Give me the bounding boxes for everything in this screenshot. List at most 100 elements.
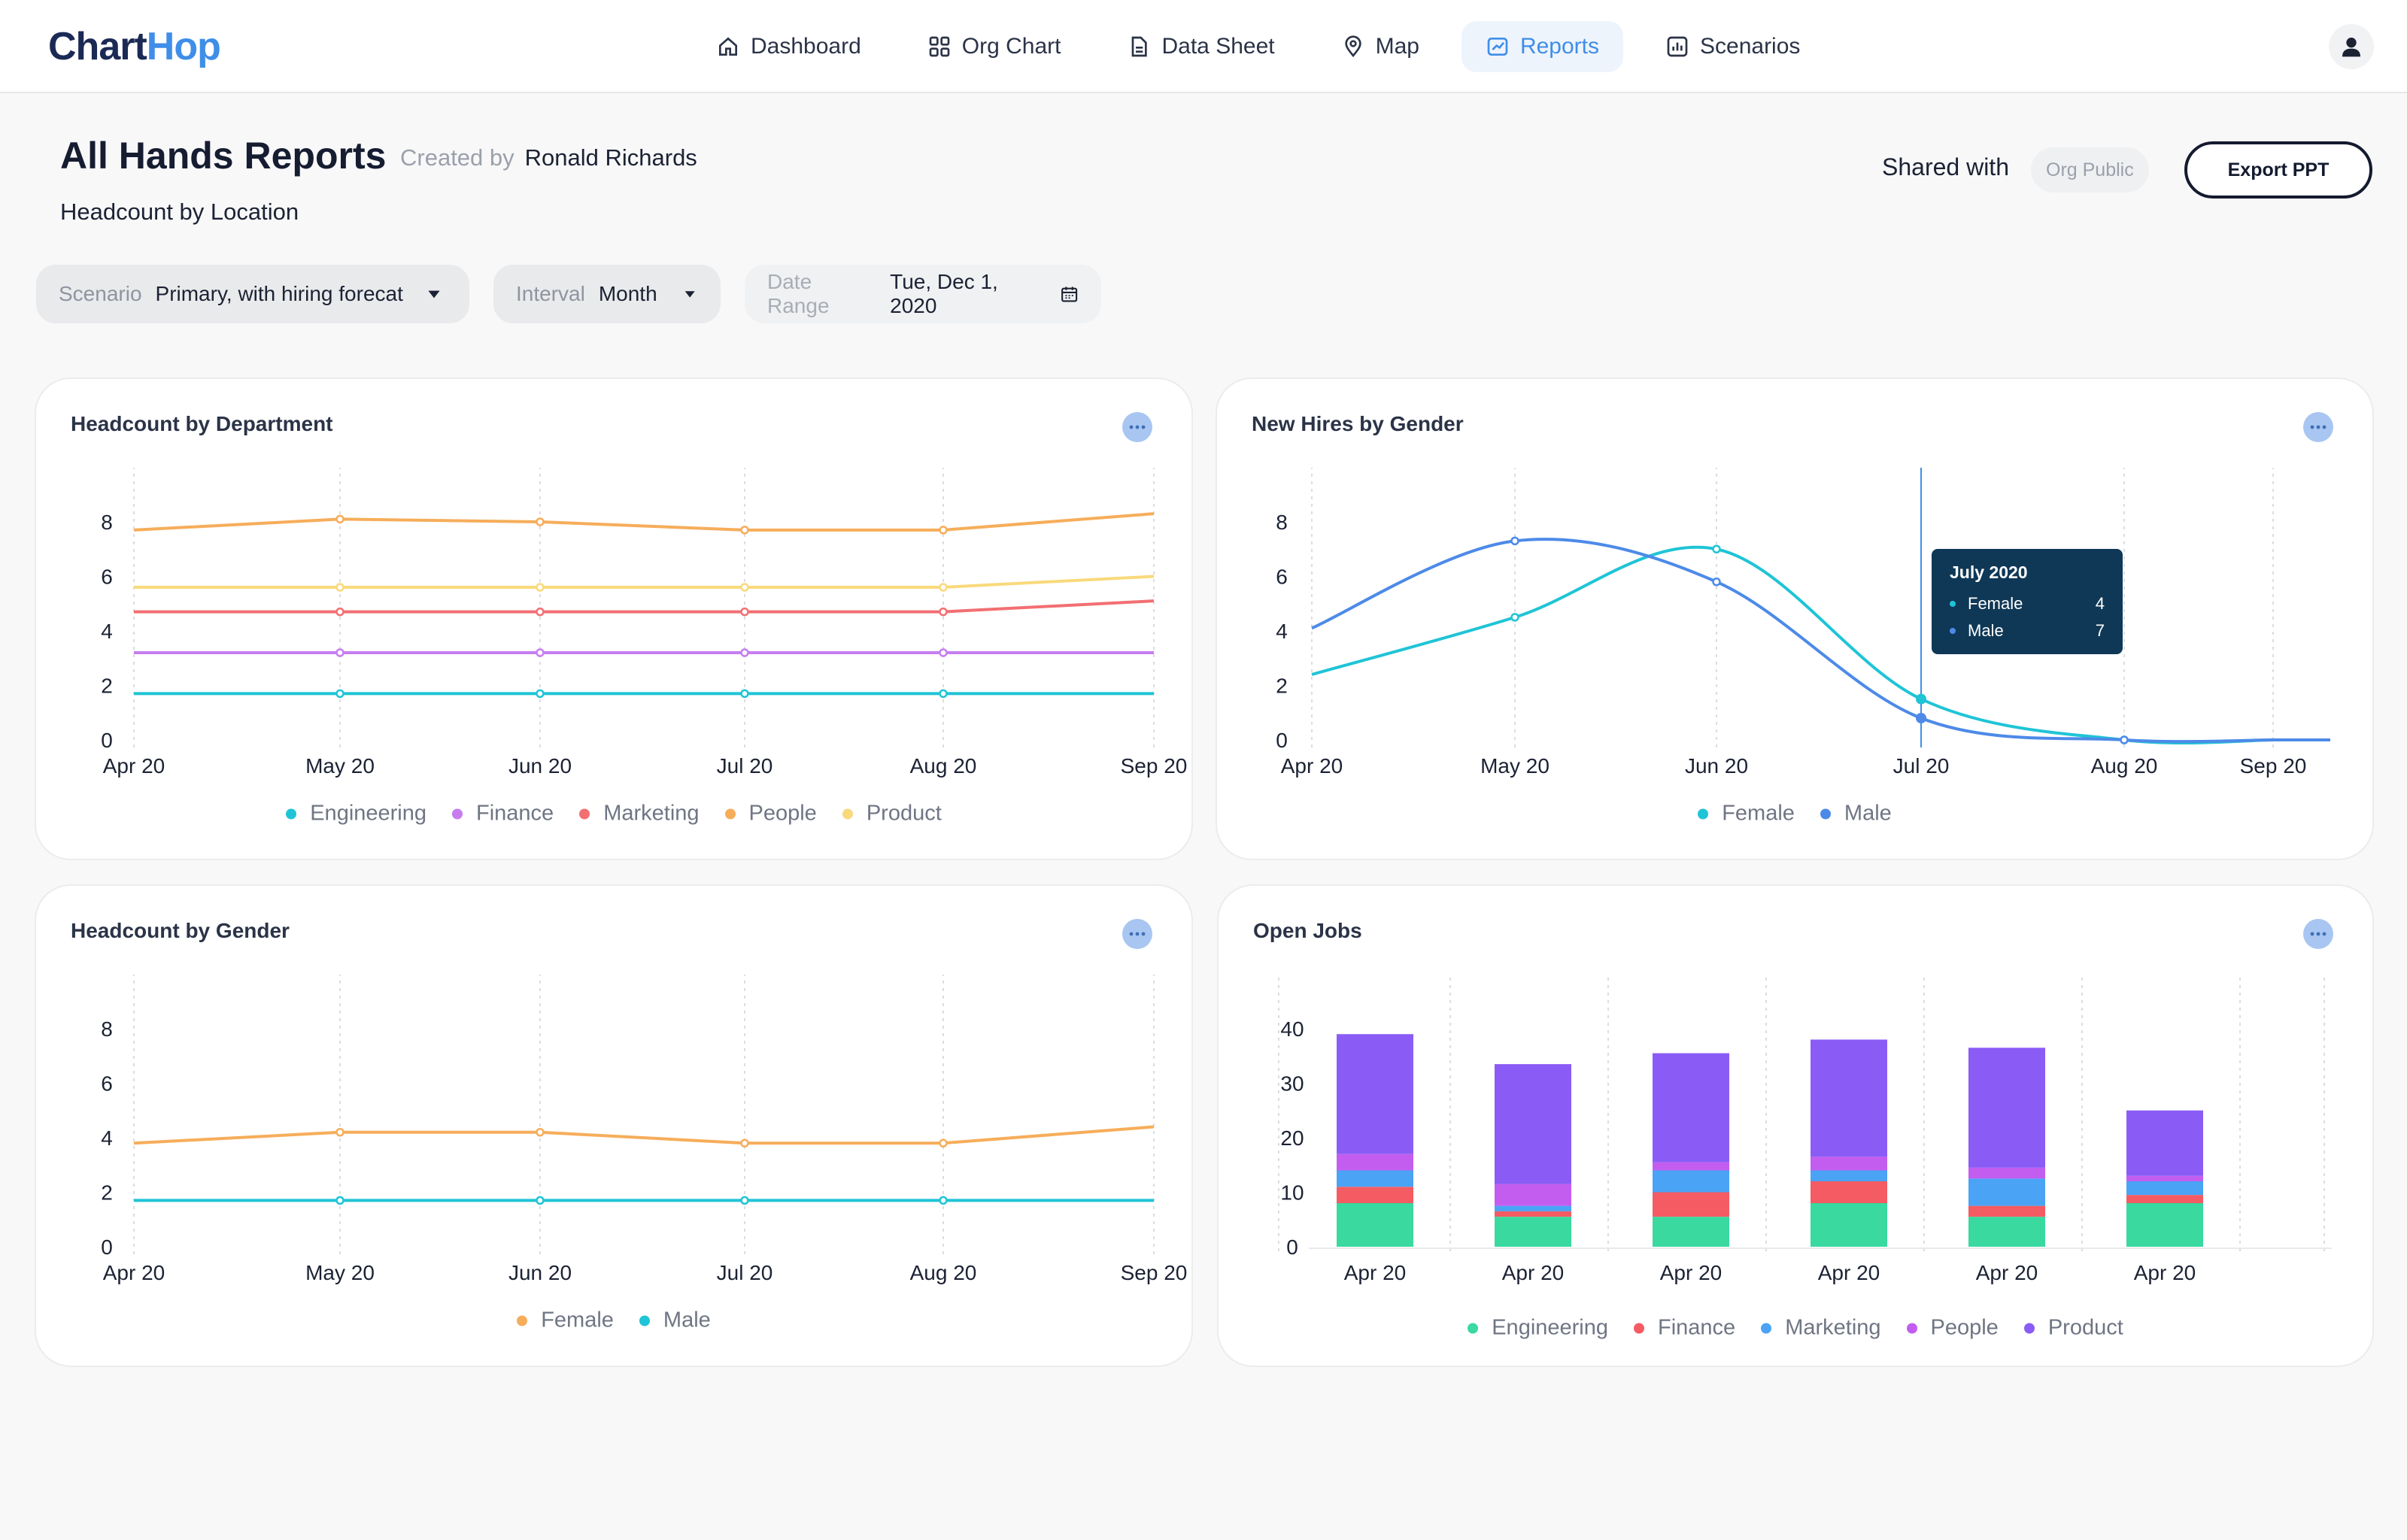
chart-card-open-jobs: Open Jobs 0 10 20 30 40 Apr 20 Apr 20 Apr 20 Apr… <box>1217 884 2374 1367</box>
reports-icon <box>1487 38 1508 56</box>
hover-point <box>1916 713 1926 723</box>
more-horizontal-icon <box>1129 932 1146 936</box>
x-tick-label: Aug 20 <box>910 1261 977 1284</box>
legend-dot <box>1634 1323 1645 1333</box>
bar-segment-product <box>1811 1039 1887 1157</box>
legend-item[interactable]: Marketing <box>1761 1316 1881 1341</box>
legend-item[interactable]: People <box>1906 1315 1999 1341</box>
headcount-by-gender-chart: 0 2 4 6 8 Apr 20 May 20 Jun 20 Jul 20 Aug 20 Sep 2… <box>101 975 1188 1284</box>
user-avatar[interactable] <box>2329 24 2374 69</box>
bar-segment-engineering <box>1337 1203 1413 1247</box>
legend-item[interactable]: Finance <box>1634 1316 1735 1341</box>
report-subtitle: Headcount by Location <box>60 199 299 225</box>
legend-item[interactable]: Engineering <box>286 802 426 826</box>
legend-item[interactable]: People <box>724 801 817 826</box>
bar-segment-people <box>1653 1162 1729 1171</box>
y-tick-label: 0 <box>101 1235 113 1259</box>
legend-item[interactable]: Engineering <box>1468 1316 1608 1341</box>
y-tick-label: 4 <box>101 1126 113 1150</box>
legend-label: Marketing <box>603 801 700 826</box>
nav-label: Map <box>1375 34 1419 59</box>
chart-title: Headcount by Gender <box>71 919 290 942</box>
bar-segment-finance <box>1968 1205 2045 1217</box>
x-tick-label: Apr 20 <box>1818 1261 1880 1284</box>
legend-dot <box>1820 808 1831 819</box>
nav-item-scenarios[interactable]: Scenarios <box>1641 21 1824 72</box>
interval-label: Interval <box>516 282 585 305</box>
data-point <box>536 1196 545 1205</box>
more-options-button[interactable] <box>1122 919 1152 949</box>
x-tick-label: Apr 20 <box>103 1261 165 1284</box>
nav-label: Reports <box>1519 34 1599 59</box>
more-options-button[interactable] <box>2303 919 2333 949</box>
map-pin-icon <box>1344 35 1361 58</box>
legend-item[interactable]: Male <box>1820 802 1892 826</box>
y-tick-label: 2 <box>101 1181 113 1205</box>
y-tick-label: 40 <box>1280 1017 1304 1041</box>
legend-label: People <box>748 801 817 826</box>
data-point <box>536 517 545 526</box>
tooltip-row-female: Female 4 <box>1950 590 2105 617</box>
x-tick-label: Aug 20 <box>910 754 977 778</box>
top-navigation-bar: Chart Hop Dashboard Org Chart Data Sheet … <box>0 0 2407 93</box>
legend-item[interactable]: Marketing <box>579 801 700 826</box>
bar-segment-people <box>1337 1153 1413 1171</box>
nav-item-map[interactable]: Map <box>1317 21 1443 72</box>
legend-dot <box>724 808 736 819</box>
series-line-female <box>133 1125 1155 1145</box>
legend-item[interactable]: Product <box>842 802 942 826</box>
legend-item[interactable]: Finance <box>452 802 554 826</box>
scenario-select[interactable]: Scenario Primary, with hiring forecat <box>36 265 469 323</box>
legend-label: People <box>1930 1315 1999 1340</box>
nav-item-reports[interactable]: Reports <box>1461 21 1623 72</box>
x-tick-label: May 20 <box>305 754 375 778</box>
export-ppt-button[interactable]: Export PPT <box>2184 141 2372 199</box>
home-icon <box>719 37 737 56</box>
nav-label: Data Sheet <box>1161 34 1275 59</box>
data-point <box>536 1128 545 1137</box>
data-point <box>335 1128 345 1137</box>
series-line-male <box>1311 538 2274 744</box>
more-options-button[interactable] <box>2303 412 2333 442</box>
legend-item[interactable]: Male <box>639 1308 711 1333</box>
x-tick-label: Jun 20 <box>1685 754 1748 778</box>
bar-segment-product <box>1337 1034 1413 1154</box>
data-point <box>1510 613 1519 622</box>
legend-dot <box>2023 1323 2035 1333</box>
more-options-button[interactable] <box>1122 412 1152 442</box>
tooltip-row-value: 7 <box>2095 621 2105 640</box>
x-tick-label: Apr 20 <box>1281 754 1343 778</box>
nav-item-dashboard[interactable]: Dashboard <box>692 21 885 72</box>
bar-segment-product <box>1495 1064 1571 1184</box>
bar-segment-people <box>1495 1184 1571 1206</box>
legend-dot <box>842 808 853 819</box>
interval-select[interactable]: Interval Month <box>493 265 721 323</box>
shared-with-label: Shared with <box>1882 153 2009 180</box>
legend-item[interactable]: Female <box>517 1308 614 1333</box>
legend-item[interactable]: Product <box>2023 1316 2123 1341</box>
page-title: All Hands Reports <box>60 135 387 177</box>
chart-legend: Engineering Finance Marketing People Product <box>1219 1316 2372 1341</box>
chart-title: Headcount by Department <box>71 412 333 435</box>
nav-item-data-sheet[interactable]: Data Sheet <box>1103 21 1298 72</box>
data-point <box>335 689 345 699</box>
date-range-value: Tue, Dec 1, 2020 <box>890 270 998 317</box>
bar-segment-engineering <box>1968 1217 2045 1247</box>
x-tick-label: Sep 20 <box>1121 1261 1188 1284</box>
open-jobs-chart: 0 10 20 30 40 Apr 20 Apr 20 Apr 20 Apr 20 Apr 20 A… <box>1278 975 2332 1284</box>
shared-with-badge[interactable]: Org Public <box>2031 147 2149 192</box>
nav-item-org-chart[interactable]: Org Chart <box>903 21 1085 72</box>
chart-card-new-hires-by-gender: New Hires by Gender 0 2 4 6 8 Apr 20 May 20 Jun… <box>1216 377 2374 860</box>
tooltip-title: July 2020 <box>1950 562 2028 582</box>
charthop-logo[interactable]: Chart Hop <box>48 23 221 71</box>
hover-point <box>1916 693 1926 705</box>
bar-segment-finance <box>1653 1192 1729 1217</box>
x-tick-label: Apr 20 <box>1976 1261 2038 1284</box>
date-range-label: Date Range <box>767 270 830 317</box>
y-tick-label: 6 <box>101 565 113 589</box>
data-point <box>2120 735 2129 744</box>
bar-segment-product <box>1653 1053 1729 1163</box>
created-by-name[interactable]: Ronald Richards <box>524 144 697 171</box>
date-range-picker[interactable]: Date Range Tue, Dec 1, 2020 <box>745 265 1101 323</box>
legend-item[interactable]: Female <box>1698 802 1795 826</box>
